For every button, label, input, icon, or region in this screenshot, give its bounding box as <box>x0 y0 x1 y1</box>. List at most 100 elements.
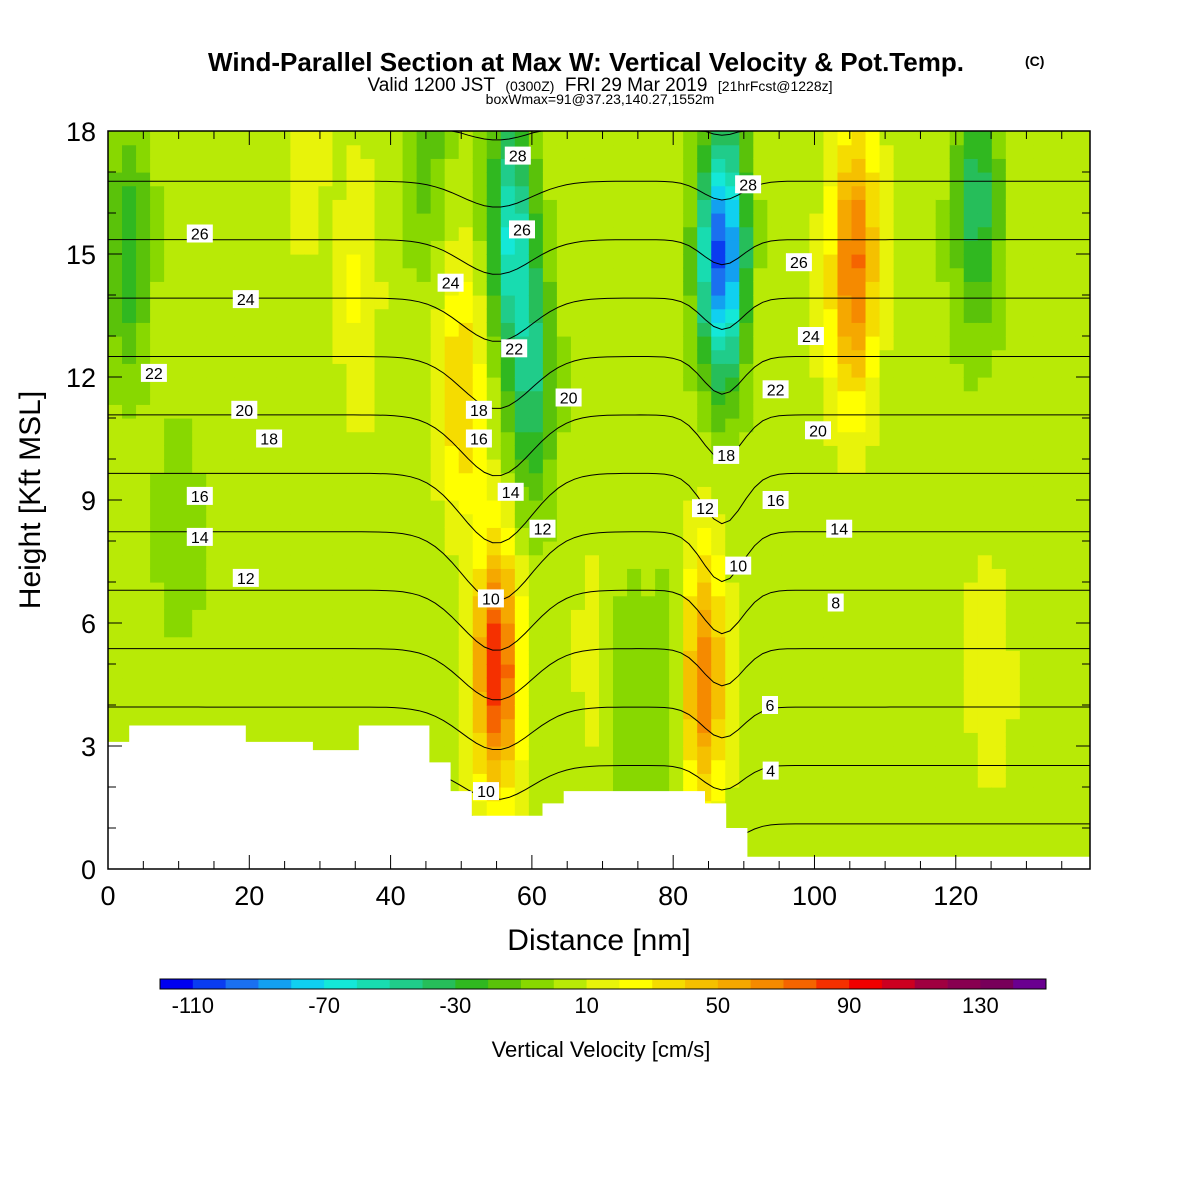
velocity-cell <box>893 841 909 856</box>
velocity-cell <box>935 705 951 720</box>
velocity-cell <box>753 131 768 146</box>
velocity-cell <box>528 773 544 788</box>
velocity-cell <box>486 705 502 720</box>
velocity-cell <box>739 322 754 337</box>
velocity-cell <box>262 609 277 624</box>
velocity-cell <box>318 158 334 173</box>
velocity-cell <box>851 377 867 392</box>
velocity-cell <box>262 541 277 556</box>
velocity-cell <box>851 404 867 419</box>
velocity-cell <box>697 513 712 528</box>
contour-label-text: 12 <box>237 571 255 588</box>
velocity-cell <box>206 472 221 487</box>
velocity-cell <box>1033 677 1049 692</box>
velocity-cell <box>472 691 488 706</box>
velocity-cell <box>795 541 811 556</box>
velocity-cell <box>683 472 698 487</box>
velocity-cell <box>332 377 348 392</box>
velocity-cell <box>823 828 839 843</box>
velocity-cell <box>556 199 572 214</box>
velocity-cell <box>697 240 712 255</box>
velocity-cell <box>879 431 895 446</box>
velocity-cell <box>851 636 867 651</box>
velocity-cell <box>248 500 263 515</box>
velocity-cell <box>767 841 782 856</box>
velocity-cell <box>753 158 768 173</box>
velocity-cell <box>500 623 516 638</box>
colorbar-segment <box>914 979 948 989</box>
velocity-cell <box>739 254 754 269</box>
velocity-cell <box>416 582 432 597</box>
velocity-cell <box>430 431 446 446</box>
velocity-cell <box>220 240 235 255</box>
velocity-cell <box>416 322 432 337</box>
velocity-cell <box>514 623 530 638</box>
contour-label-box <box>477 589 504 608</box>
velocity-cell <box>346 664 362 679</box>
velocity-cell <box>837 185 853 200</box>
velocity-cell <box>192 472 207 487</box>
velocity-cell <box>977 363 993 378</box>
velocity-cell <box>122 623 137 638</box>
velocity-cell <box>683 418 698 433</box>
colorbar-tick-label: 50 <box>706 993 730 1018</box>
velocity-cell <box>963 828 979 843</box>
velocity-cell <box>346 677 362 692</box>
velocity-cell <box>907 418 923 433</box>
velocity-cell <box>599 623 614 638</box>
velocity-cell <box>304 363 320 378</box>
velocity-cell <box>1005 636 1021 651</box>
velocity-cell <box>921 636 937 651</box>
velocity-cell <box>599 705 614 720</box>
velocity-cell <box>430 486 446 501</box>
velocity-cell <box>1019 746 1035 761</box>
velocity-cell <box>444 486 460 501</box>
velocity-cell <box>220 609 235 624</box>
velocity-cell <box>472 513 488 528</box>
velocity-cell <box>907 281 923 296</box>
velocity-cell <box>627 759 642 774</box>
velocity-cell <box>108 322 123 337</box>
velocity-cell <box>1075 691 1090 706</box>
velocity-cell <box>192 636 207 651</box>
velocity-cell <box>1061 582 1077 597</box>
velocity-cell <box>164 431 179 446</box>
velocity-cell <box>584 445 600 460</box>
velocity-cell <box>374 213 390 228</box>
velocity-cell <box>879 308 895 323</box>
velocity-cell <box>206 199 221 214</box>
velocity-cell <box>122 390 137 405</box>
velocity-cell <box>767 404 782 419</box>
velocity-cell <box>360 513 376 528</box>
velocity-cell <box>192 199 207 214</box>
valid-date: FRI 29 Mar 2019 <box>565 75 708 96</box>
velocity-cell <box>893 677 909 692</box>
velocity-cell <box>346 595 362 610</box>
velocity-cell <box>556 322 572 337</box>
velocity-cell <box>248 131 263 146</box>
velocity-cell <box>1075 363 1090 378</box>
velocity-cell <box>795 185 811 200</box>
velocity-cell <box>697 199 712 214</box>
velocity-cell <box>1033 377 1049 392</box>
velocity-cell <box>1061 281 1077 296</box>
colorbar-tick-label: 130 <box>962 993 999 1018</box>
velocity-cell <box>304 636 320 651</box>
velocity-cell <box>248 308 263 323</box>
contour-label-text: 16 <box>767 493 785 510</box>
velocity-cell <box>935 691 951 706</box>
velocity-cell <box>500 267 516 282</box>
velocity-cell <box>136 281 151 296</box>
velocity-cell <box>613 486 628 501</box>
velocity-cell <box>332 500 348 515</box>
velocity-cell <box>627 390 642 405</box>
velocity-cell <box>837 418 853 433</box>
velocity-cell <box>444 472 460 487</box>
velocity-cell <box>444 158 460 173</box>
velocity-cell <box>248 705 263 720</box>
velocity-cell <box>1033 664 1049 679</box>
velocity-cell <box>584 172 600 187</box>
velocity-cell <box>570 363 586 378</box>
velocity-cell <box>879 650 895 665</box>
velocity-cell <box>486 377 502 392</box>
